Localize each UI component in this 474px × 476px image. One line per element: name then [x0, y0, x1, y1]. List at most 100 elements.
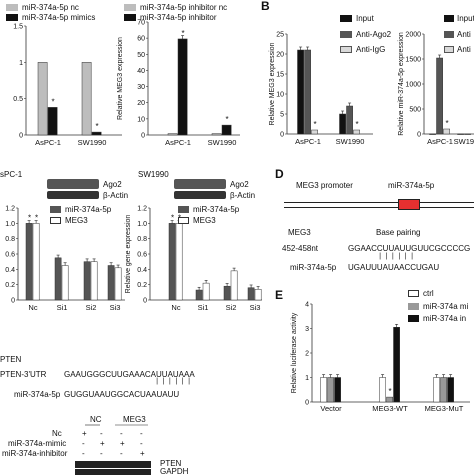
wb-sign: -	[120, 449, 123, 458]
western-blot-c2	[174, 179, 226, 189]
x-tick-label-B1: SW1990	[336, 137, 365, 146]
y-tick-label-C2: 0	[143, 298, 147, 305]
y-tick-label-B2: 2000	[405, 32, 421, 39]
y-tick-label-A1: 0.5	[13, 96, 23, 103]
legend-b2-ago2: Anti	[444, 30, 471, 39]
bar-E	[334, 377, 341, 403]
y-tick-label-C1: 1.0	[5, 221, 15, 228]
x-tick-label-C1: Si3	[110, 303, 121, 312]
legend-a-mimics: miR-374a-5p mimics	[6, 13, 95, 22]
legend-e-inhibitor: miR-374a in	[408, 314, 466, 323]
significance-star: *	[445, 119, 448, 128]
legend-e-ctrl: ctrl	[408, 289, 434, 298]
significance-star: *	[28, 213, 31, 222]
y-tick-label-C2: 0.2	[137, 282, 147, 289]
wb-sign: +	[100, 439, 105, 448]
western-blot-c2-actin	[174, 191, 226, 199]
legend-a-nc: miR-374a-5p nc	[6, 3, 79, 12]
pten-pairing-lines: | | | | | |	[155, 378, 191, 386]
y-axis-label-C2: Relative gene expression	[125, 215, 132, 294]
wb-sign: -	[82, 449, 85, 458]
western-blot-c1	[47, 179, 99, 189]
panel-letter-d: D	[275, 167, 284, 181]
y-axis-label-A2: Relative MEG3 expression	[117, 37, 124, 120]
bar-E	[386, 396, 393, 403]
y-tick-label-B2: 0	[417, 132, 421, 139]
y-tick-label-A2: 70	[137, 20, 145, 27]
wb-band-pten	[75, 461, 151, 468]
y-tick-label-C1: 0	[11, 298, 15, 305]
wb-header-nc: NC	[90, 415, 102, 424]
bar-C2	[254, 289, 262, 301]
legend-c2-mir: miR-374a-5p	[178, 205, 239, 214]
blot-label-ago2-2: Ago2	[230, 180, 249, 189]
panel-letter-e: E	[275, 288, 284, 302]
significance-star: *	[388, 387, 391, 396]
y-tick-label-B1: 5	[280, 112, 284, 119]
y-axis-label-B2: Relative miR-374a-5p expression	[398, 32, 405, 136]
x-tick-label-A1: SW1990	[78, 138, 107, 147]
y-tick-label-C2: 1.0	[137, 221, 147, 228]
legend-c1-meg3: MEG3	[50, 216, 88, 225]
pten-mir-label: miR-374a-5p	[14, 390, 61, 399]
bar-B1	[339, 113, 346, 135]
bar-C2	[202, 282, 210, 301]
d-mir-label: miR-374a-5p	[388, 181, 435, 190]
x-tick-label-A2: AsPC-1	[165, 138, 191, 147]
d-meg3-seq: GGAACCUUAUUGUUCGCCCCG	[348, 244, 471, 253]
bar-E	[433, 377, 440, 403]
legend-b-ago2: Anti-Ago2	[340, 30, 391, 39]
pten-utr-label: PTEN-3'UTR	[0, 370, 47, 379]
y-tick-label-A1: 1	[19, 60, 23, 67]
bar-B2	[457, 133, 464, 135]
bar-E	[440, 377, 447, 403]
y-tick-label-B1: 10	[276, 92, 284, 99]
wb-label-pten: PTEN	[160, 459, 182, 468]
legend-b2-input: Input	[444, 14, 474, 23]
bar-C1	[107, 265, 115, 301]
d-mir-seq: UGAUUUAUAACCUGAU	[348, 263, 440, 272]
y-tick-label-C2: 1.2	[137, 206, 147, 213]
wb-sign: +	[140, 449, 145, 458]
significance-star: *	[225, 115, 228, 124]
d-promoter-line	[284, 202, 474, 203]
y-tick-label-B2: 1500	[405, 57, 421, 64]
y-tick-label-C2: 0.8	[137, 236, 147, 243]
y-tick-label-C2: 0.6	[137, 252, 147, 259]
wb-sign: -	[82, 439, 85, 448]
y-tick-label-A1: 0	[19, 133, 23, 140]
bar-C2	[168, 223, 176, 301]
x-tick-label-C2: Si3	[250, 303, 261, 312]
x-tick-label-C2: Si2	[226, 303, 237, 312]
wb-sign: -	[100, 449, 103, 458]
bar-C1	[54, 257, 62, 301]
d-binding-site	[398, 199, 420, 210]
bar-E	[379, 377, 386, 403]
significance-star: *	[181, 29, 184, 38]
bar-C2	[230, 270, 238, 301]
blot-label-ago2: Ago2	[103, 180, 122, 189]
legend-e-mimic: miR-374a mi	[408, 302, 468, 311]
y-tick-label-C1: 0.8	[5, 236, 15, 243]
legend-a-inhibitor: miR-374a-5p inhibitor	[124, 13, 216, 22]
legend-b-input: Input	[340, 14, 374, 23]
y-tick-label-C1: 0.6	[5, 252, 15, 259]
x-tick-label-E: MEG3-MuT	[425, 404, 464, 413]
significance-star: *	[51, 97, 54, 106]
wb-header-meg3: MEG3	[123, 415, 146, 424]
y-tick-label-A2: 50	[137, 52, 145, 59]
wb-band-gapdh	[75, 469, 151, 475]
y-tick-label-C1: 0.2	[5, 282, 15, 289]
wb-row-nc: Nc	[52, 429, 62, 438]
wb-sign: -	[120, 429, 123, 438]
bar-A1	[91, 131, 102, 136]
wb-sign: -	[100, 429, 103, 438]
pten-utr-seq: GAAUGGGCUUGAAACAUUAUAAA	[64, 370, 195, 379]
bar-C1	[114, 267, 122, 301]
wb-row-mimic: miR-374a-mimic	[8, 439, 67, 448]
bar-C2	[247, 287, 255, 301]
blot-label-actin-2: β-Actin	[230, 191, 256, 200]
bar-B1	[311, 129, 318, 135]
bar-C1	[32, 223, 40, 301]
d-promoter-label: MEG3 promoter	[296, 181, 353, 190]
